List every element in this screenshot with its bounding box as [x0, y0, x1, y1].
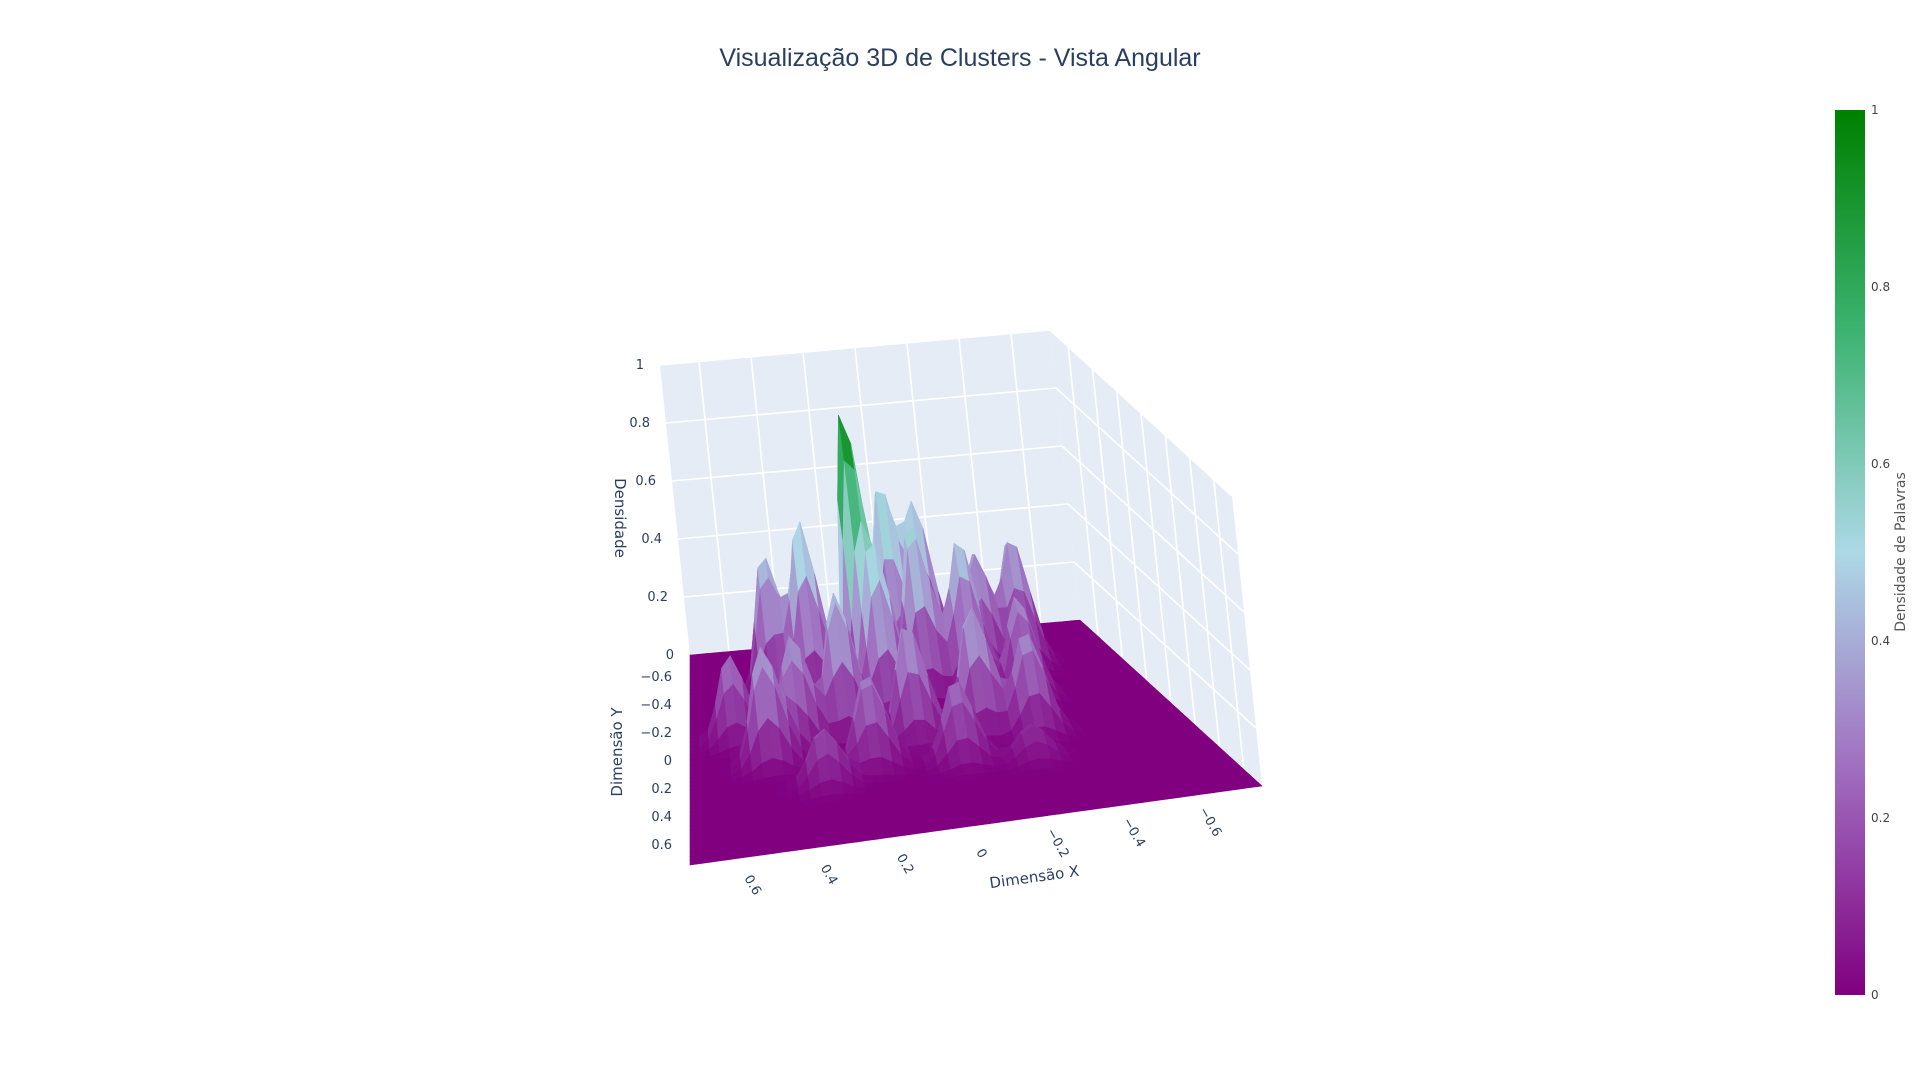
gridline-y [1091, 368, 1124, 659]
gridline-z [1055, 387, 1239, 555]
z-tick-label: 0.8 [629, 416, 650, 431]
x-axis-label: Dimensão X [988, 862, 1080, 892]
colorbar-tick-label: 0 [1871, 988, 1879, 1002]
gridline-y [1140, 412, 1172, 704]
colorbar-title: Densidade de Palavras [1893, 472, 1909, 632]
gridline-z [1049, 329, 1233, 497]
gridline-x [802, 352, 834, 643]
gridline-z [665, 387, 1057, 424]
y-tick-label: −0.2 [640, 726, 672, 741]
gridline-y [1188, 457, 1221, 748]
y-axis-label: Dimensão Y [608, 707, 626, 797]
gridline-y [1213, 479, 1245, 770]
z-tick-label: 0.4 [641, 532, 662, 547]
surface-cell [1245, 782, 1263, 788]
y-tick-label: −0.4 [640, 698, 672, 713]
gridline-z [659, 329, 1051, 366]
x-tick-label: −0.4 [1119, 815, 1148, 850]
colorbar-tick-label: 0.6 [1871, 457, 1890, 471]
chart-title: Visualização 3D de Clusters - Vista Angu… [719, 44, 1201, 72]
x-tick-label: −0.6 [1195, 805, 1224, 840]
density-surface [689, 415, 1263, 866]
x-tick-label: 0.6 [741, 873, 764, 898]
colorbar-tick-label: 0.8 [1871, 280, 1890, 294]
y-tick-label: 0.2 [651, 782, 672, 797]
z-tick-label: 0 [666, 648, 674, 663]
y-tick-label: −0.6 [640, 670, 672, 685]
y-tick-label: 0 [664, 754, 672, 769]
y-tick-label: 0.6 [651, 838, 672, 853]
z-axis-label: Densidade [611, 478, 629, 558]
colorbar-tick-label: 0.2 [1871, 811, 1890, 825]
surface-cell [872, 774, 887, 784]
x-tick-label: −0.2 [1043, 826, 1072, 861]
colorbar-tick-label: 1 [1871, 103, 1879, 117]
gridline-x [1010, 333, 1042, 624]
gridline-z [1067, 503, 1251, 671]
gridline-y [1067, 346, 1099, 637]
colorbar-gradient [1835, 110, 1865, 995]
x-tick-label: 0.4 [817, 862, 840, 887]
z-tick-label: 0.6 [635, 474, 656, 489]
z-tick-label: 0.2 [647, 590, 668, 605]
gridline-x [698, 361, 730, 652]
colorbar: 0 0.2 0.4 0.6 0.8 1 Densidade de Palavras [1835, 103, 1909, 1002]
gridline-y [1115, 390, 1148, 681]
x-tick-label: 0 [972, 846, 989, 861]
gridline-z [677, 503, 1069, 540]
gridline-z [1073, 561, 1257, 729]
y-tick-label: 0.4 [651, 810, 672, 825]
x-tick-label: 0.2 [893, 852, 916, 877]
z-tick-label: 1 [636, 358, 644, 373]
colorbar-tick-label: 0.4 [1871, 634, 1890, 648]
gridline-z [1061, 445, 1245, 613]
gridline-y [1164, 435, 1197, 726]
surface-cell [863, 782, 877, 789]
gridline-z [671, 445, 1063, 482]
